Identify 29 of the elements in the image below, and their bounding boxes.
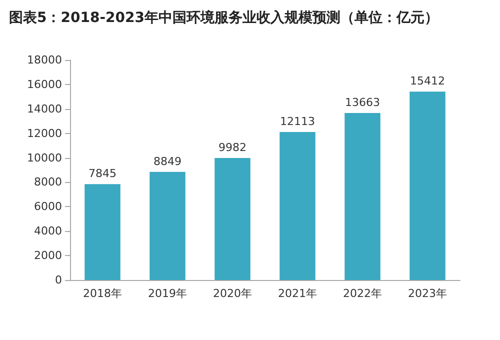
y-tick-label: 2000: [34, 249, 62, 262]
y-tick-label: 14000: [27, 102, 62, 116]
y-tick-label: 12000: [27, 126, 62, 140]
data-label: 7845: [88, 167, 116, 180]
x-tick-label: 2019年: [148, 287, 187, 300]
data-label: 12113: [280, 114, 315, 128]
x-tick-label: 2018年: [83, 287, 122, 300]
y-tick-label: 10000: [27, 151, 62, 164]
chart-title: 图表5：2018-2023年中国环境服务业收入规模预测（单位：亿元）: [9, 9, 438, 26]
bar: [344, 113, 380, 280]
x-tick-label: 2023年: [408, 287, 447, 300]
x-tick-label: 2021年: [278, 287, 317, 300]
bar: [214, 158, 250, 280]
bar: [150, 172, 186, 280]
data-label: 8849: [154, 154, 182, 168]
x-tick-label: 2022年: [343, 287, 382, 300]
data-label: 9982: [218, 141, 246, 154]
y-tick-label: 4000: [34, 224, 62, 238]
y-tick-label: 16000: [27, 78, 62, 91]
bar: [410, 92, 446, 280]
y-tick-label: 0: [55, 274, 62, 286]
data-label: 13663: [345, 96, 380, 110]
y-tick-label: 6000: [34, 200, 62, 214]
data-label: 15412: [410, 74, 445, 88]
bar: [84, 184, 120, 280]
bar: [280, 132, 316, 280]
y-tick-label: 18000: [27, 54, 62, 66]
x-tick-label: 2020年: [213, 287, 252, 300]
y-tick-label: 8000: [34, 176, 62, 189]
